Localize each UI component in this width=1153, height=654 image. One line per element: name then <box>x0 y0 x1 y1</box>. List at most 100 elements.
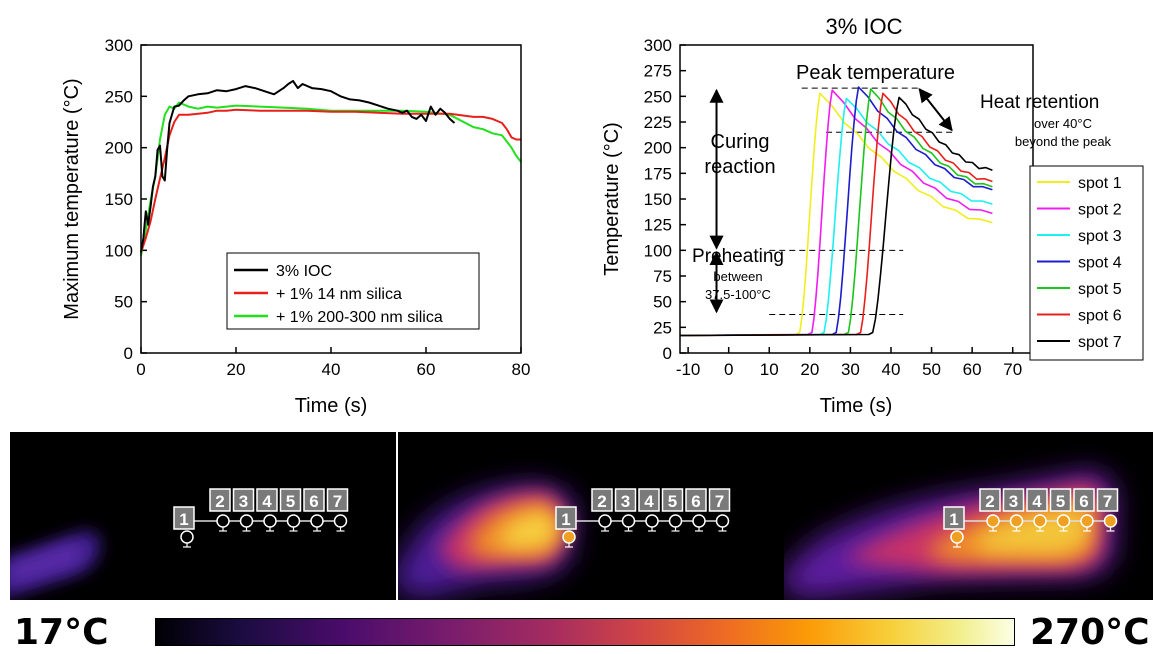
spot-marker-2: 2 <box>979 488 1001 532</box>
right-y-tick-label: 200 <box>644 139 672 158</box>
right-y-tick-label: 175 <box>644 164 672 183</box>
left-x-tick-label: 60 <box>417 360 436 379</box>
right-legend-entry: spot 4 <box>1078 255 1122 272</box>
right-legend-entry: spot 7 <box>1078 334 1122 351</box>
right-legend-entry: spot 6 <box>1078 308 1122 325</box>
right-series-spot-2 <box>679 89 993 337</box>
spot-marker-3: 3 <box>1002 488 1025 532</box>
annotation-heat-retention-sub2: beyond the peak <box>1015 134 1112 149</box>
right-series-spot-1 <box>679 92 993 337</box>
spot-marker-6: 6 <box>1073 488 1095 532</box>
right-y-tick-label: 225 <box>644 113 672 132</box>
spot-marker-4: 4 <box>638 488 660 532</box>
spot-label: 7 <box>715 492 724 511</box>
right-x-tick-label: 60 <box>963 360 982 379</box>
spot-marker-2: 2 <box>591 488 613 532</box>
left-x-tick-label: 20 <box>227 360 246 379</box>
colorbar-max-label: 270°C <box>1030 612 1150 653</box>
right-y-tick-label: 125 <box>644 216 672 235</box>
annotation-preheating-sub1: between <box>713 269 762 284</box>
spot-marker-1: 1 <box>555 506 577 548</box>
left-legend-entry: + 1% 200-300 nm silica <box>276 309 443 326</box>
left-legend-entry: + 1% 14 nm silica <box>276 286 402 303</box>
left-legend-entry: 3% IOC <box>276 263 332 280</box>
spot-marker-1: 1 <box>173 506 195 548</box>
right-y-tick-label: 100 <box>644 241 672 260</box>
spot-marker-7: 7 <box>1096 488 1119 532</box>
right-y-tick-label: 150 <box>644 190 672 209</box>
right-y-tick-label: 0 <box>663 344 672 363</box>
right-legend-entry: spot 2 <box>1078 202 1122 219</box>
spot-temperature-chart: 3% IOC -10 0 10 20 30 40 50 60 70025507510012515… <box>601 14 1144 417</box>
spot-label: 3 <box>621 492 630 511</box>
spot-label: 5 <box>286 492 295 511</box>
annotation-curing-line2: reaction <box>704 156 775 178</box>
right-x-tick-label: 50 <box>922 360 941 379</box>
right-series-spot-5 <box>679 88 993 337</box>
annotation-preheating: Preheating <box>692 246 784 267</box>
spot-label: 4 <box>1032 492 1042 511</box>
annotation-curing-line1: Curing <box>711 131 770 153</box>
spot-marker-2: 2 <box>209 488 231 532</box>
right-x-tick-label: 30 <box>841 360 860 379</box>
spot-marker-3: 3 <box>614 488 637 532</box>
spot-label: 2 <box>215 492 224 511</box>
spot-marker-5: 5 <box>661 488 684 532</box>
right-y-tick-label: 25 <box>653 318 672 337</box>
right-annotation-lines <box>709 87 956 315</box>
left-x-tick-label: 40 <box>322 360 341 379</box>
right-x-tick-label: 20 <box>800 360 819 379</box>
spot-label: 1 <box>949 510 958 529</box>
right-y-tick-label: 75 <box>653 267 672 286</box>
annotation-peak-temperature: Peak temperature <box>796 62 955 84</box>
left-y-tick-label: 200 <box>105 139 133 158</box>
left-y-tick-label: 50 <box>114 293 133 312</box>
spot-marker-7: 7 <box>708 488 731 532</box>
spot-label: 2 <box>985 492 994 511</box>
left-y-axis-label: Maximum temperature (°C) <box>61 78 83 319</box>
spot-label: 6 <box>1079 492 1088 511</box>
spot-label: 2 <box>597 492 606 511</box>
spot-marker-7: 7 <box>326 488 349 532</box>
right-x-tick-label: -10 <box>676 360 701 379</box>
left-y-tick-label: 250 <box>105 87 133 106</box>
right-legend-entry: spot 1 <box>1078 175 1122 192</box>
left-legend: 3% IOC + 1% 14 nm silica + 1% 200-300 nm s… <box>226 252 480 330</box>
spot-marker-4: 4 <box>1026 488 1048 532</box>
spot-marker-5: 5 <box>1049 488 1072 532</box>
left-series--1-200-300-nm-silica <box>140 101 522 256</box>
spot-label: 6 <box>309 492 318 511</box>
right-x-tick-label: 70 <box>1003 360 1022 379</box>
left-plot-frame <box>140 44 522 354</box>
left-x-axis-label: Time (s) <box>295 395 368 417</box>
spot-marker-3: 3 <box>232 488 255 532</box>
spot-marker-4: 4 <box>256 488 278 532</box>
spot-label: 1 <box>561 510 570 529</box>
spot-label: 1 <box>179 510 188 529</box>
spot-label: 4 <box>644 492 654 511</box>
right-x-axis-label: Time (s) <box>820 395 893 417</box>
right-x-tick-label: 10 <box>760 360 779 379</box>
spot-marker-6: 6 <box>303 488 325 532</box>
right-series-spot-6 <box>679 92 993 337</box>
spot-label: 5 <box>668 492 677 511</box>
max-temperature-chart: 0 20 40 60 80 0 50 100 150 200 250 300 Time (s) Max… <box>61 36 530 417</box>
right-legend-entry: spot 3 <box>1078 228 1122 245</box>
left-series--1-14-nm-silica <box>140 108 521 253</box>
right-series-spot-7 <box>679 96 993 337</box>
annotation-heat-retention: Heat retention <box>980 92 1099 113</box>
right-legend: spot 1 spot 2 spot 3 spot 4 spot 5 spot 6 spot… <box>1029 165 1144 361</box>
left-x-tick-label: 0 <box>136 360 145 379</box>
right-y-tick-label: 275 <box>644 62 672 81</box>
right-series-spot-4 <box>679 86 993 337</box>
right-legend-entry: spot 5 <box>1078 281 1122 298</box>
annotation-preheating-sub2: 37.5-100°C <box>705 287 771 302</box>
left-y-tick-label: 100 <box>105 241 133 260</box>
left-y-tick-label: 0 <box>124 344 133 363</box>
retention-arrow <box>918 88 953 132</box>
spot-label: 3 <box>239 492 248 511</box>
spot-label: 7 <box>1103 492 1112 511</box>
